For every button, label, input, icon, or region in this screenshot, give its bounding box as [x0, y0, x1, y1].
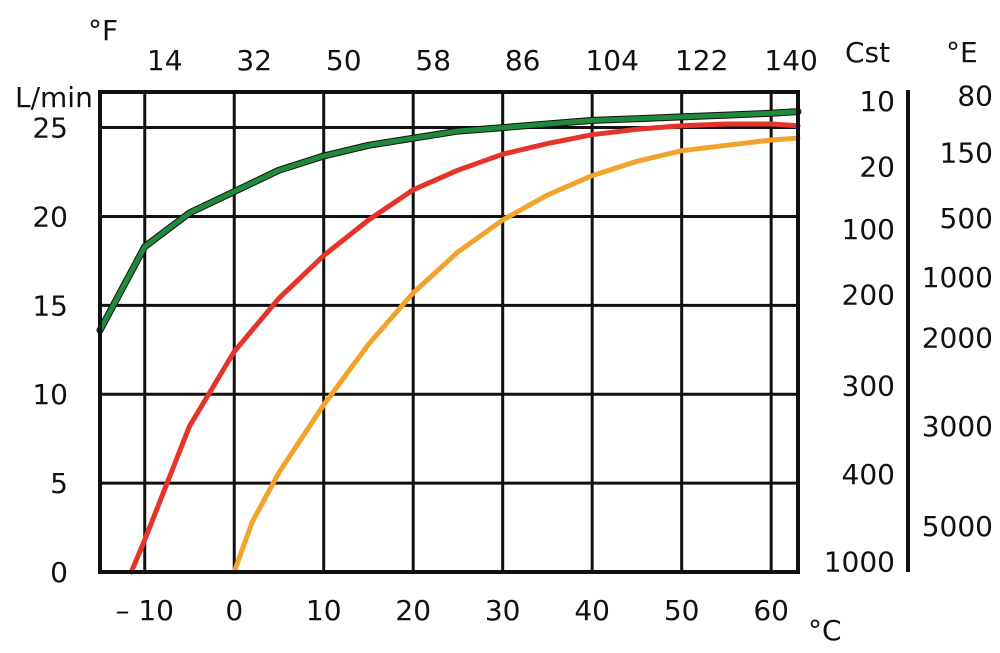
x-tick-label: 60 — [753, 594, 789, 627]
x-tick-labels: – 10 0 10 20 30 40 50 60 — [115, 594, 788, 627]
cst-tick-label: 100 — [842, 213, 895, 246]
engler-axis-label: °E — [946, 36, 978, 69]
top-tick-label: 32 — [236, 44, 272, 77]
engler-scale: 80 150 500 1000 2000 3000 5000 — [922, 80, 993, 543]
x-tick-label: 10 — [306, 594, 342, 627]
y-tick-label: 20 — [32, 200, 68, 233]
engler-tick-label: 500 — [940, 202, 993, 235]
series-line-outline — [96, 108, 802, 334]
y-tick-label: 0 — [50, 556, 68, 589]
x-tick-label: 0 — [225, 594, 243, 627]
engler-tick-label: 80 — [957, 80, 993, 113]
engler-tick-label: 1000 — [922, 261, 993, 294]
engler-tick-label: 3000 — [922, 410, 993, 443]
y-tick-label: 15 — [32, 289, 68, 322]
top-tick-label: 58 — [415, 44, 451, 77]
x-tick-label: 40 — [574, 594, 610, 627]
cst-scale: 10 20 100 200 300 400 1000 — [824, 85, 895, 578]
grid — [100, 92, 798, 572]
x-tick-label: 20 — [395, 594, 431, 627]
cst-tick-label: 400 — [842, 458, 895, 491]
y-tick-label: 25 — [32, 112, 68, 145]
cst-tick-label: 200 — [842, 279, 895, 312]
cst-tick-label: 10 — [859, 85, 895, 118]
engler-tick-label: 5000 — [922, 510, 993, 543]
y-tick-label: 5 — [50, 467, 68, 500]
series-line — [97, 109, 801, 333]
top-tick-labels: 14 32 50 58 86 104 122 140 — [147, 44, 818, 77]
engler-tick-label: 150 — [940, 136, 993, 169]
y-axis-label: L/min — [15, 81, 93, 114]
plot-frame — [98, 90, 800, 574]
cst-tick-label: 300 — [842, 369, 895, 402]
engler-tick-label: 2000 — [922, 321, 993, 354]
cst-tick-label: 1000 — [824, 545, 895, 578]
top-tick-label: 140 — [764, 44, 817, 77]
top-tick-label: 104 — [585, 44, 638, 77]
cst-tick-label: 20 — [859, 151, 895, 184]
top-tick-label: 122 — [675, 44, 728, 77]
series-line — [231, 135, 801, 575]
y-tick-label: 10 — [32, 378, 68, 411]
top-axis-label: °F — [88, 14, 118, 47]
series-group — [96, 108, 802, 575]
top-tick-label: 86 — [505, 44, 541, 77]
top-tick-label: 14 — [147, 44, 183, 77]
x-tick-label: 50 — [664, 594, 700, 627]
x-axis-label: °C — [808, 614, 842, 647]
cst-axis-label: Cst — [845, 36, 890, 69]
top-tick-label: 50 — [326, 44, 362, 77]
y-tick-labels: 0 5 10 15 20 25 — [32, 112, 68, 589]
x-tick-label: 30 — [485, 594, 521, 627]
x-tick-label: – 10 — [115, 594, 174, 627]
series-line — [128, 121, 801, 575]
